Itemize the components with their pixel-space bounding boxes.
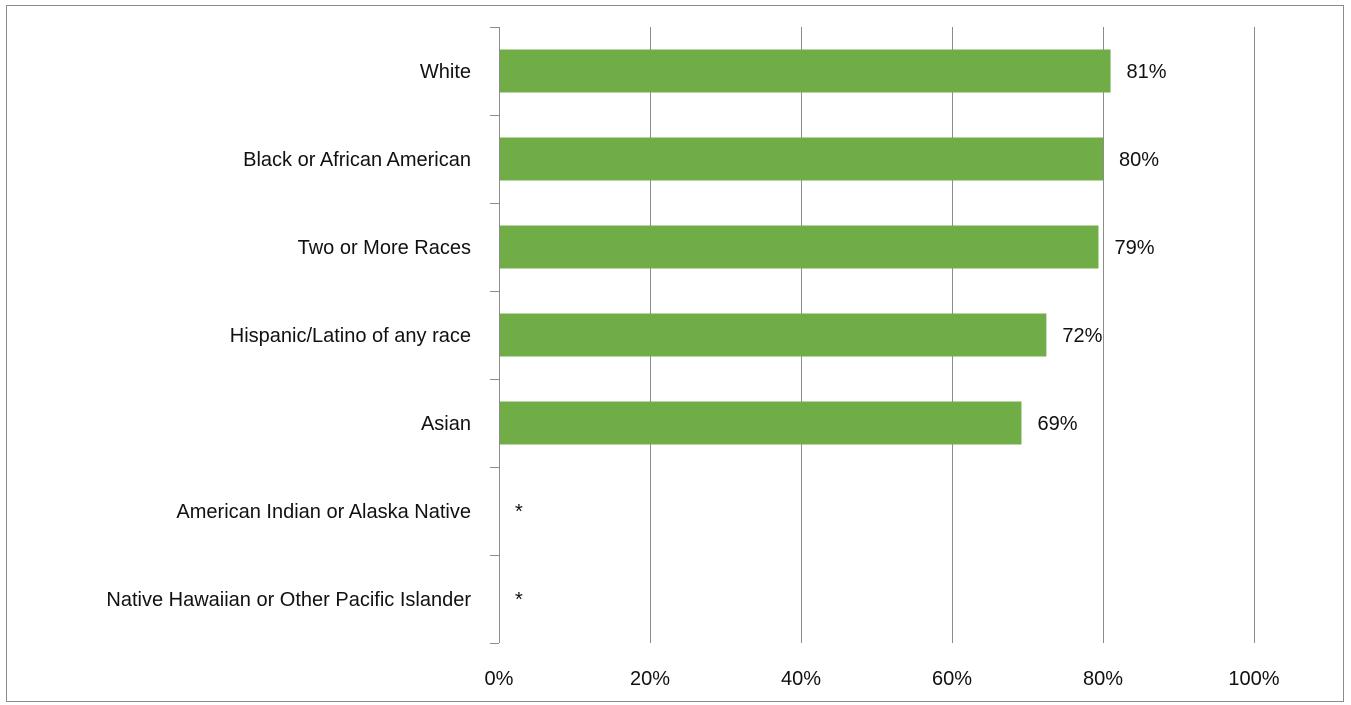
data-label: 81% [1127,61,1167,83]
category-label: White [420,61,471,83]
labels: 0% 20% 40% 60% 80% 100% White 81% Black or Afric… [106,61,1279,690]
category-label: Asian [421,413,471,435]
bars [500,49,1111,445]
category-label: American Indian or Alaska Native [176,501,471,523]
bar [500,49,1111,93]
bar [500,313,1047,357]
axes [490,27,500,644]
data-label: * [515,589,523,611]
x-tick-label: 0% [485,668,514,690]
x-tick-label: 100% [1228,668,1279,690]
data-label: * [515,501,523,523]
bar [500,401,1022,445]
data-label: 72% [1062,325,1102,347]
category-label: Two or More Races [298,237,471,259]
x-tick-label: 60% [932,668,972,690]
category-label: Native Hawaiian or Other Pacific Islande… [106,589,471,611]
bar [500,225,1099,269]
category-label: Black or African American [243,149,471,171]
x-tick-label: 20% [630,668,670,690]
data-label: 79% [1114,237,1154,259]
category-label: Hispanic/Latino of any race [230,325,471,347]
data-label: 69% [1037,413,1077,435]
x-tick-label: 40% [781,668,821,690]
data-label: 80% [1119,149,1159,171]
x-tick-label: 80% [1083,668,1123,690]
bar [500,137,1103,181]
